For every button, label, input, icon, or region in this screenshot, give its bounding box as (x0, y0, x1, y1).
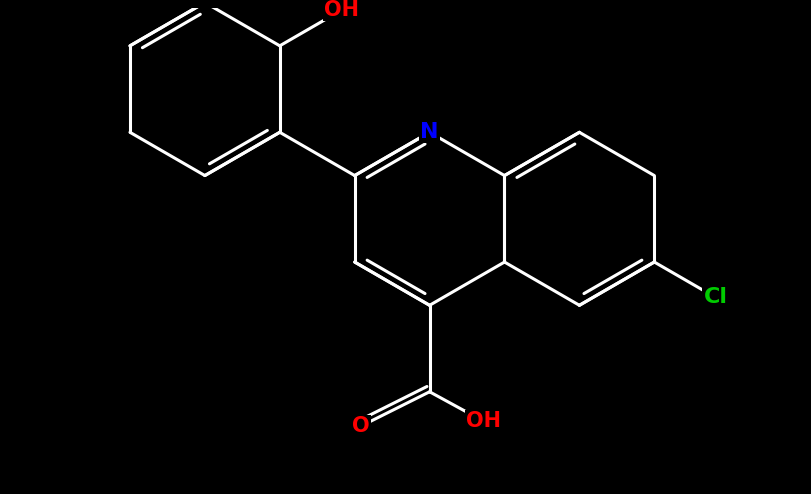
Text: N: N (420, 123, 438, 142)
Text: OH: OH (466, 412, 500, 431)
Text: O: O (351, 416, 369, 436)
Text: Cl: Cl (702, 288, 727, 307)
Text: OH: OH (323, 0, 358, 20)
